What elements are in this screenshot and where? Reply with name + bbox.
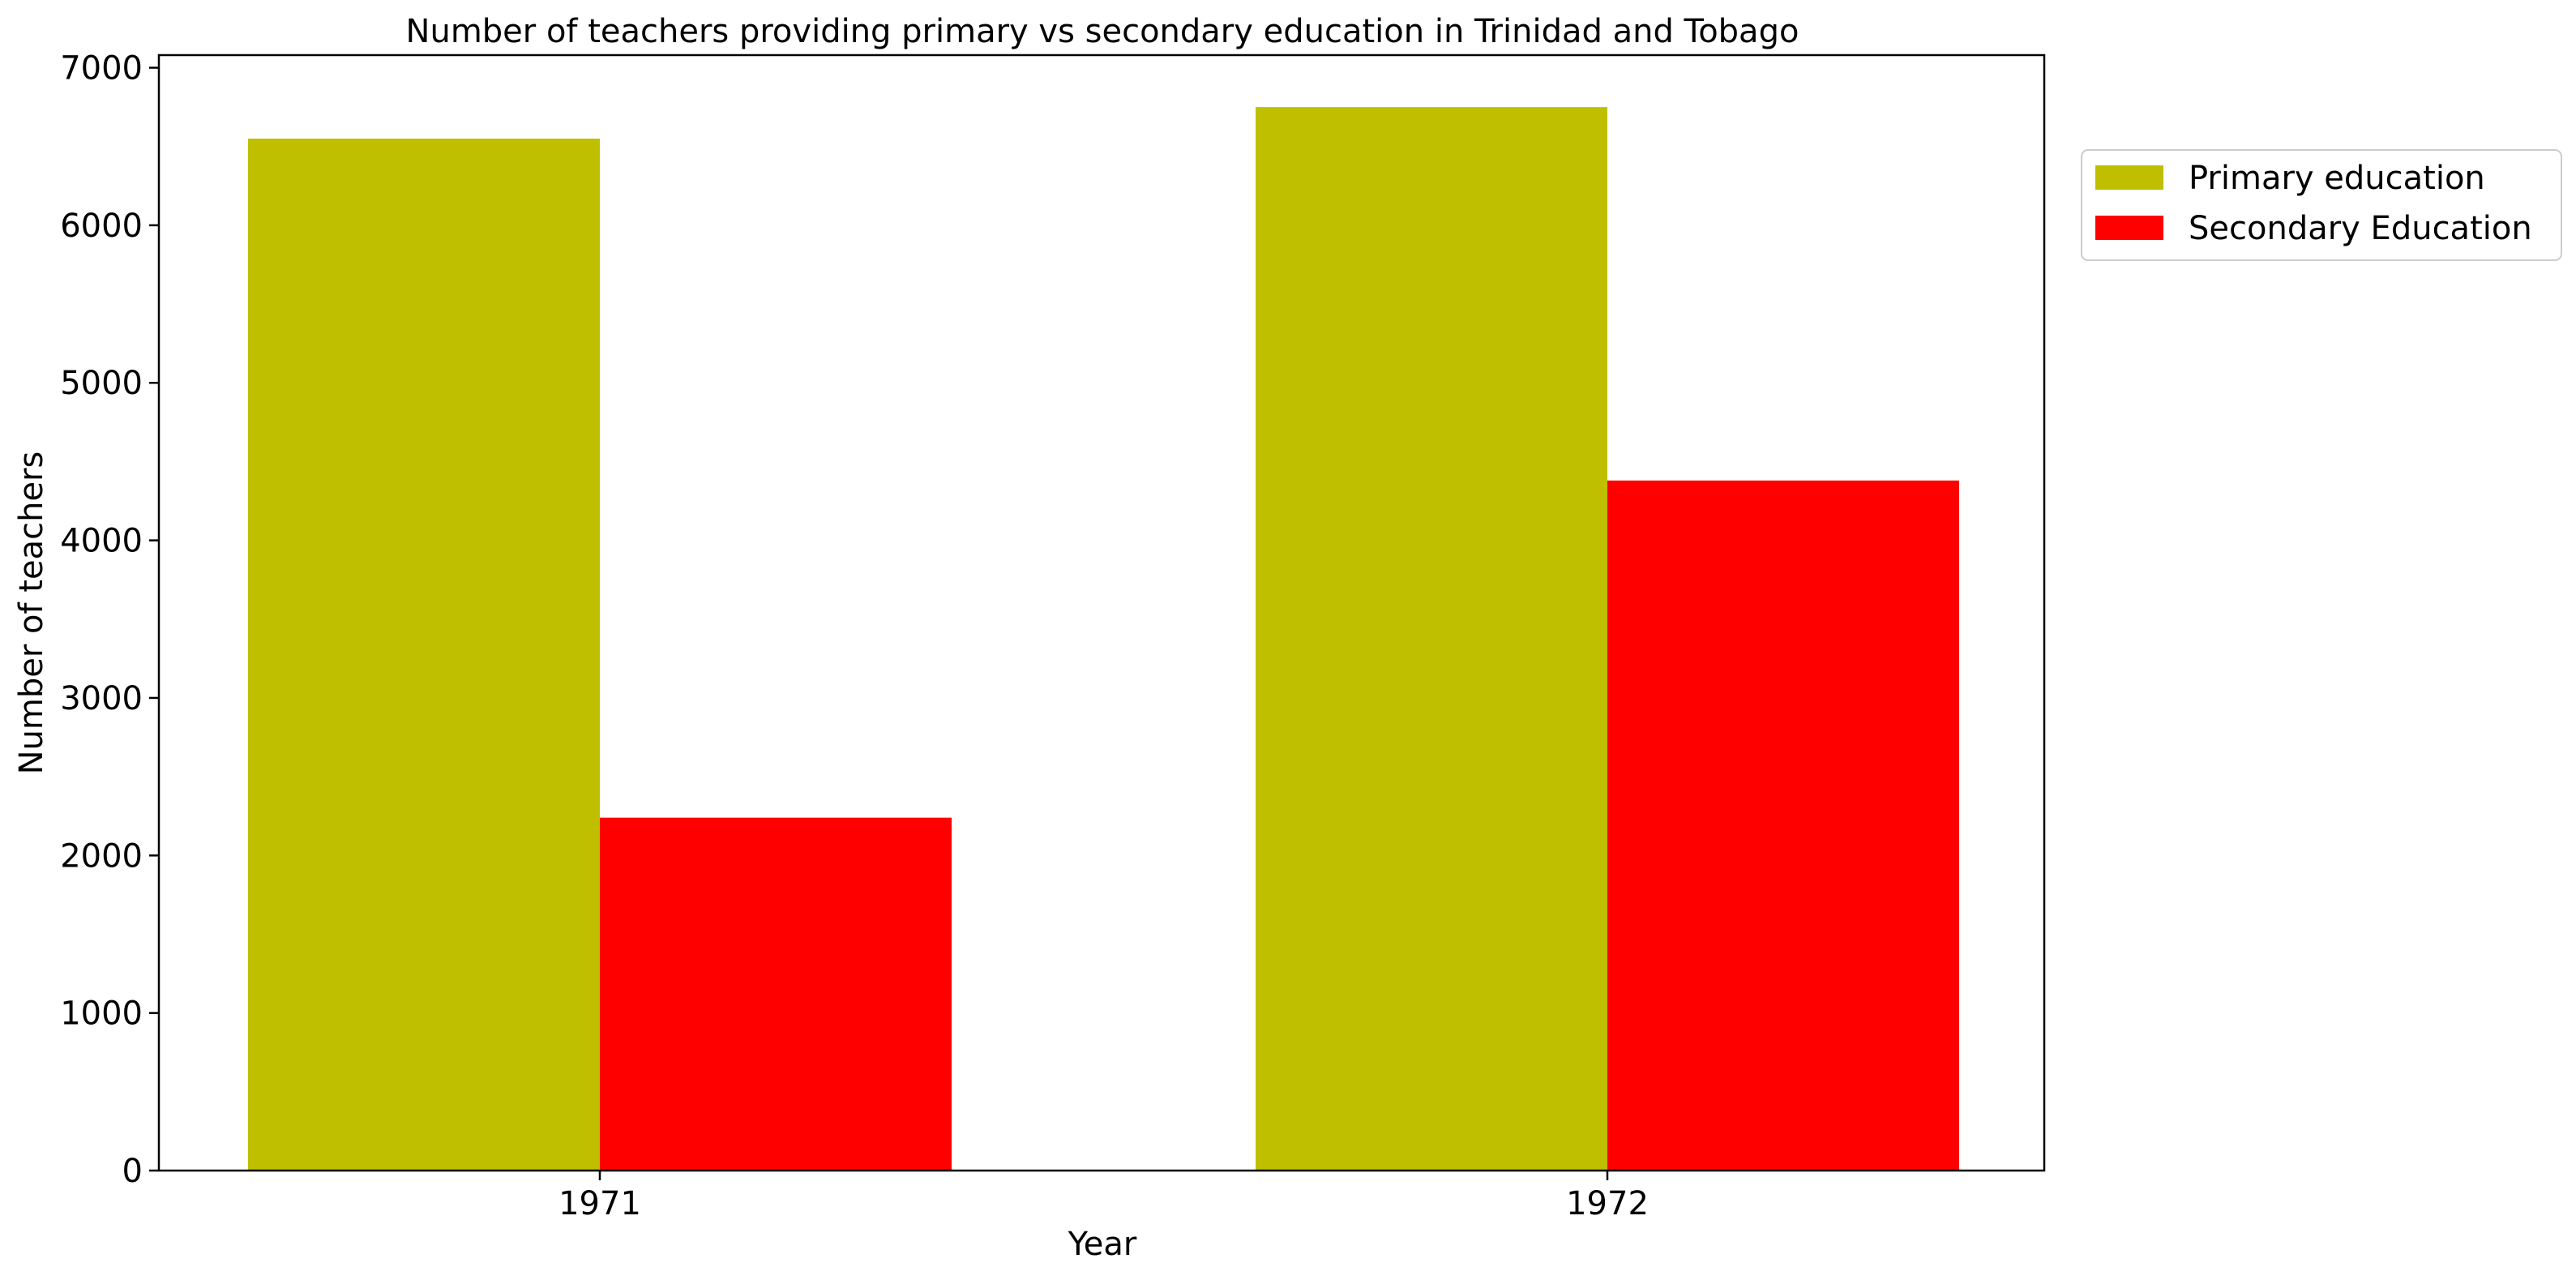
plot-frame: [157, 54, 2046, 1172]
y-axis: 0 1000 2000 3000 4000 5000 6000 7000: [60, 50, 159, 1190]
y-tick-label: 7000: [60, 50, 143, 88]
x-axis-label: Year: [1068, 1226, 1137, 1263]
y-tick-label: 4000: [60, 523, 143, 560]
legend-swatch-secondary: [2095, 216, 2163, 240]
y-tick-label: 3000: [60, 680, 143, 717]
legend: Primary education Secondary Education: [2081, 149, 2562, 261]
legend-swatch-primary: [2095, 165, 2163, 190]
plot-area: [248, 107, 1959, 1171]
bar-secondary-1971: [600, 817, 952, 1171]
bar-primary-1971: [248, 139, 600, 1171]
y-tick-label: 1000: [60, 995, 143, 1033]
bar-primary-1972: [1256, 107, 1607, 1171]
y-tick-label: 6000: [60, 208, 143, 245]
legend-label-primary: Primary education: [2189, 160, 2485, 197]
y-tick-label: 0: [122, 1153, 143, 1190]
x-axis: 1971 1972: [558, 1171, 1649, 1222]
chart-title: Number of teachers providing primary vs …: [406, 13, 1799, 50]
legend-label-secondary: Secondary Education: [2189, 210, 2532, 247]
legend-frame: [2081, 149, 2562, 261]
y-axis-label: Number of teachers: [13, 452, 50, 775]
x-tick-label: 1972: [1566, 1185, 1649, 1222]
y-tick-label: 5000: [60, 365, 143, 402]
x-tick-label: 1971: [558, 1185, 641, 1222]
y-tick-label: 2000: [60, 837, 143, 875]
bar-secondary-1972: [1607, 480, 1959, 1171]
